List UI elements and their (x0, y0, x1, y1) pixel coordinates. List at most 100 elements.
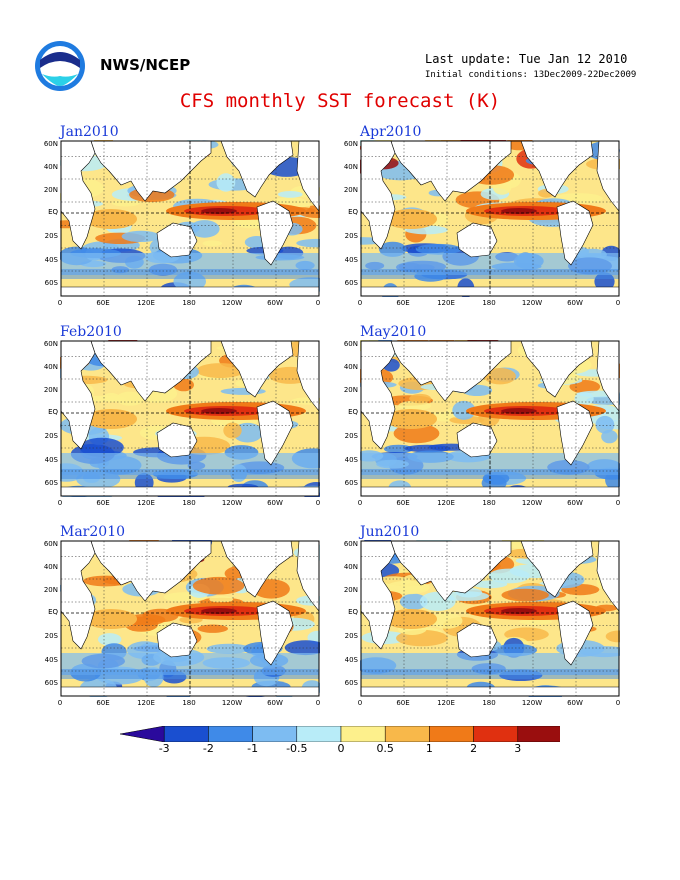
lat-tick-label: 60N (43, 340, 58, 348)
lon-tick-label: 0 (315, 299, 321, 307)
lat-tick-label: 40N (343, 363, 358, 371)
lat-tick-label: 60N (43, 140, 58, 148)
lat-tick-label: 20N (43, 186, 58, 194)
colorbar-tick-label: 1 (425, 742, 433, 755)
lon-tick-label: 0 (357, 499, 363, 507)
lon-tick-label: 120E (137, 499, 155, 507)
lon-tick-label: 0 (615, 299, 621, 307)
lon-tick-label: 0 (357, 699, 363, 707)
lat-tick-label: 60S (44, 479, 58, 487)
lat-tick-label: 40S (44, 456, 58, 464)
colorbar-segment (252, 726, 298, 742)
lat-tick-label: EQ (48, 608, 58, 616)
lon-tick-label: 60W (267, 699, 283, 707)
lon-tick-label: 0 (615, 699, 621, 707)
initial-conditions: Initial conditions: 13Dec2009-22Dec2009 (425, 70, 637, 80)
lon-tick-label: 180 (182, 699, 196, 707)
lon-tick-label: 0 (57, 499, 63, 507)
colorbar-tick-label: 2 (470, 742, 478, 755)
lat-tick-label: 60S (344, 679, 358, 687)
lon-tick-label: 180 (482, 499, 496, 507)
lon-tick-label: 60E (396, 299, 410, 307)
lon-tick-label: 60E (396, 699, 410, 707)
lat-tick-label: 20N (43, 586, 58, 594)
panel-title: Apr2010 (360, 124, 422, 140)
colorbar-tick-label: 3 (514, 742, 522, 755)
page-title: CFS monthly SST forecast (K) (179, 90, 501, 112)
lat-tick-label: 20S (344, 432, 358, 440)
lat-tick-label: 60S (44, 279, 58, 287)
colorbar-segment (384, 726, 430, 742)
sst-map (360, 340, 620, 497)
panel-title: Mar2010 (60, 524, 126, 540)
map-panel-may: May2010 60N 40N 20N EQ 20S 40S 60S 0 60E 120E 180 1… (344, 324, 660, 516)
lon-tick-label: 180 (482, 299, 496, 307)
lat-tick-label: EQ (348, 408, 358, 416)
colorbar-segment (340, 726, 386, 742)
lon-tick-label: 60W (267, 499, 283, 507)
lon-tick-label: 120E (137, 299, 155, 307)
lon-tick-label: 120W (521, 499, 543, 507)
sst-map (60, 340, 320, 497)
lon-tick-label: 120W (221, 499, 243, 507)
lon-tick-label: 120W (521, 299, 543, 307)
lat-tick-label: 60N (343, 340, 358, 348)
lon-tick-label: 120W (221, 699, 243, 707)
colorbar-segment (473, 726, 519, 742)
map-panel-apr: Apr2010 60N 40N 20N EQ 20S 40S 60S 0 60E 120E 180 1… (344, 124, 660, 316)
colorbar-tick-label: -1 (247, 742, 259, 755)
colorbar (120, 726, 560, 742)
lat-tick-label: EQ (48, 208, 58, 216)
lat-tick-label: 40S (344, 256, 358, 264)
colorbar-segment (120, 726, 165, 742)
lat-tick-label: 40S (44, 256, 58, 264)
map-panel-jan: Jan2010 60N 40N 20N EQ 20S 40S 60S 0 60E 120E 180 1… (44, 124, 360, 316)
lat-tick-label: 60N (343, 140, 358, 148)
lat-tick-label: 20N (343, 586, 358, 594)
lat-tick-label: 40N (343, 563, 358, 571)
lon-tick-label: 120W (221, 299, 243, 307)
lon-tick-label: 0 (357, 299, 363, 307)
lat-tick-label: EQ (348, 208, 358, 216)
lon-tick-label: 120E (437, 499, 455, 507)
panel-title: Jan2010 (60, 124, 119, 140)
lon-tick-label: 60W (567, 699, 583, 707)
lon-tick-label: 0 (315, 499, 321, 507)
lat-tick-label: 20S (44, 432, 58, 440)
lat-tick-label: 60S (344, 279, 358, 287)
colorbar-tick-label: 0.5 (376, 742, 394, 755)
lon-tick-label: 60E (96, 299, 110, 307)
colorbar-segment (208, 726, 253, 742)
lat-tick-label: 60N (43, 540, 58, 548)
lat-tick-label: 20S (344, 632, 358, 640)
lat-tick-label: 40N (43, 363, 58, 371)
lon-tick-label: 60W (267, 299, 283, 307)
lat-tick-label: 40N (43, 163, 58, 171)
lat-tick-label: 20S (44, 232, 58, 240)
lon-tick-label: 0 (57, 699, 63, 707)
sst-map (360, 140, 620, 297)
colorbar-segment (429, 726, 474, 742)
colorbar-segment (296, 726, 342, 742)
lon-tick-label: 60E (396, 499, 410, 507)
colorbar-tick-label: -0.5 (286, 742, 308, 755)
lon-tick-label: 120E (137, 699, 155, 707)
panel-title: May2010 (360, 324, 427, 340)
noaa-logo (35, 41, 85, 91)
lon-tick-label: 180 (482, 699, 496, 707)
sst-map (60, 540, 320, 697)
lat-tick-label: 20N (343, 186, 358, 194)
lon-tick-label: 60W (567, 299, 583, 307)
lon-tick-label: 0 (315, 699, 321, 707)
sst-map (360, 540, 620, 697)
lon-tick-label: 60E (96, 499, 110, 507)
lon-tick-label: 180 (182, 299, 196, 307)
lat-tick-label: 60N (343, 540, 358, 548)
lon-tick-label: 60W (567, 499, 583, 507)
lon-tick-label: 0 (57, 299, 63, 307)
lat-tick-label: 20N (343, 386, 358, 394)
lat-tick-label: 40N (43, 563, 58, 571)
lat-tick-label: 60S (344, 479, 358, 487)
lon-tick-label: 120W (521, 699, 543, 707)
lat-tick-label: EQ (48, 408, 58, 416)
